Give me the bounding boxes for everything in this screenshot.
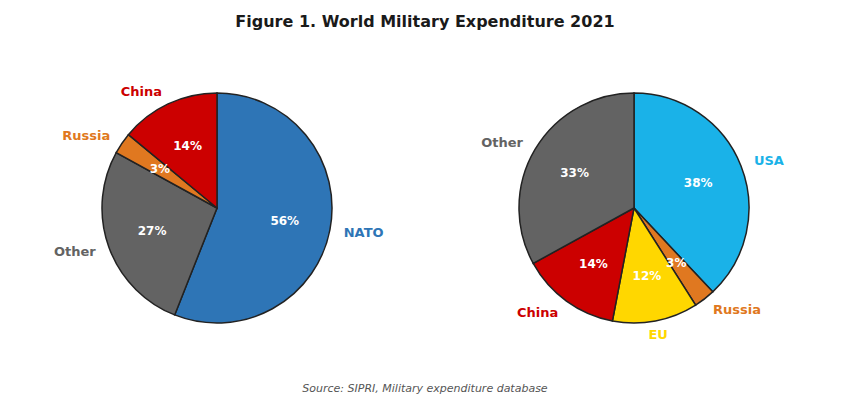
svg-text:14%: 14% [579, 257, 608, 271]
svg-text:Other: Other [53, 244, 95, 259]
svg-text:3%: 3% [149, 162, 169, 176]
svg-text:NATO: NATO [343, 225, 383, 240]
svg-text:China: China [516, 305, 557, 320]
svg-text:56%: 56% [270, 214, 299, 228]
svg-text:27%: 27% [137, 224, 166, 238]
svg-text:China: China [120, 84, 161, 99]
svg-text:Russia: Russia [62, 128, 110, 143]
svg-text:14%: 14% [173, 139, 202, 153]
svg-text:3%: 3% [666, 256, 686, 270]
svg-text:12%: 12% [632, 269, 661, 283]
svg-text:USA: USA [753, 153, 783, 168]
svg-text:38%: 38% [683, 176, 712, 190]
svg-text:33%: 33% [560, 166, 589, 180]
svg-text:Russia: Russia [713, 302, 761, 317]
svg-text:EU: EU [648, 327, 667, 342]
html-text:Source: SIPRI, Military expend: Source: SIPRI, Military expenditure data… [302, 382, 548, 395]
svg-text:Other: Other [481, 135, 523, 150]
html-text:Figure 1. World Military Expen: Figure 1. World Military Expenditure 202… [235, 12, 615, 31]
